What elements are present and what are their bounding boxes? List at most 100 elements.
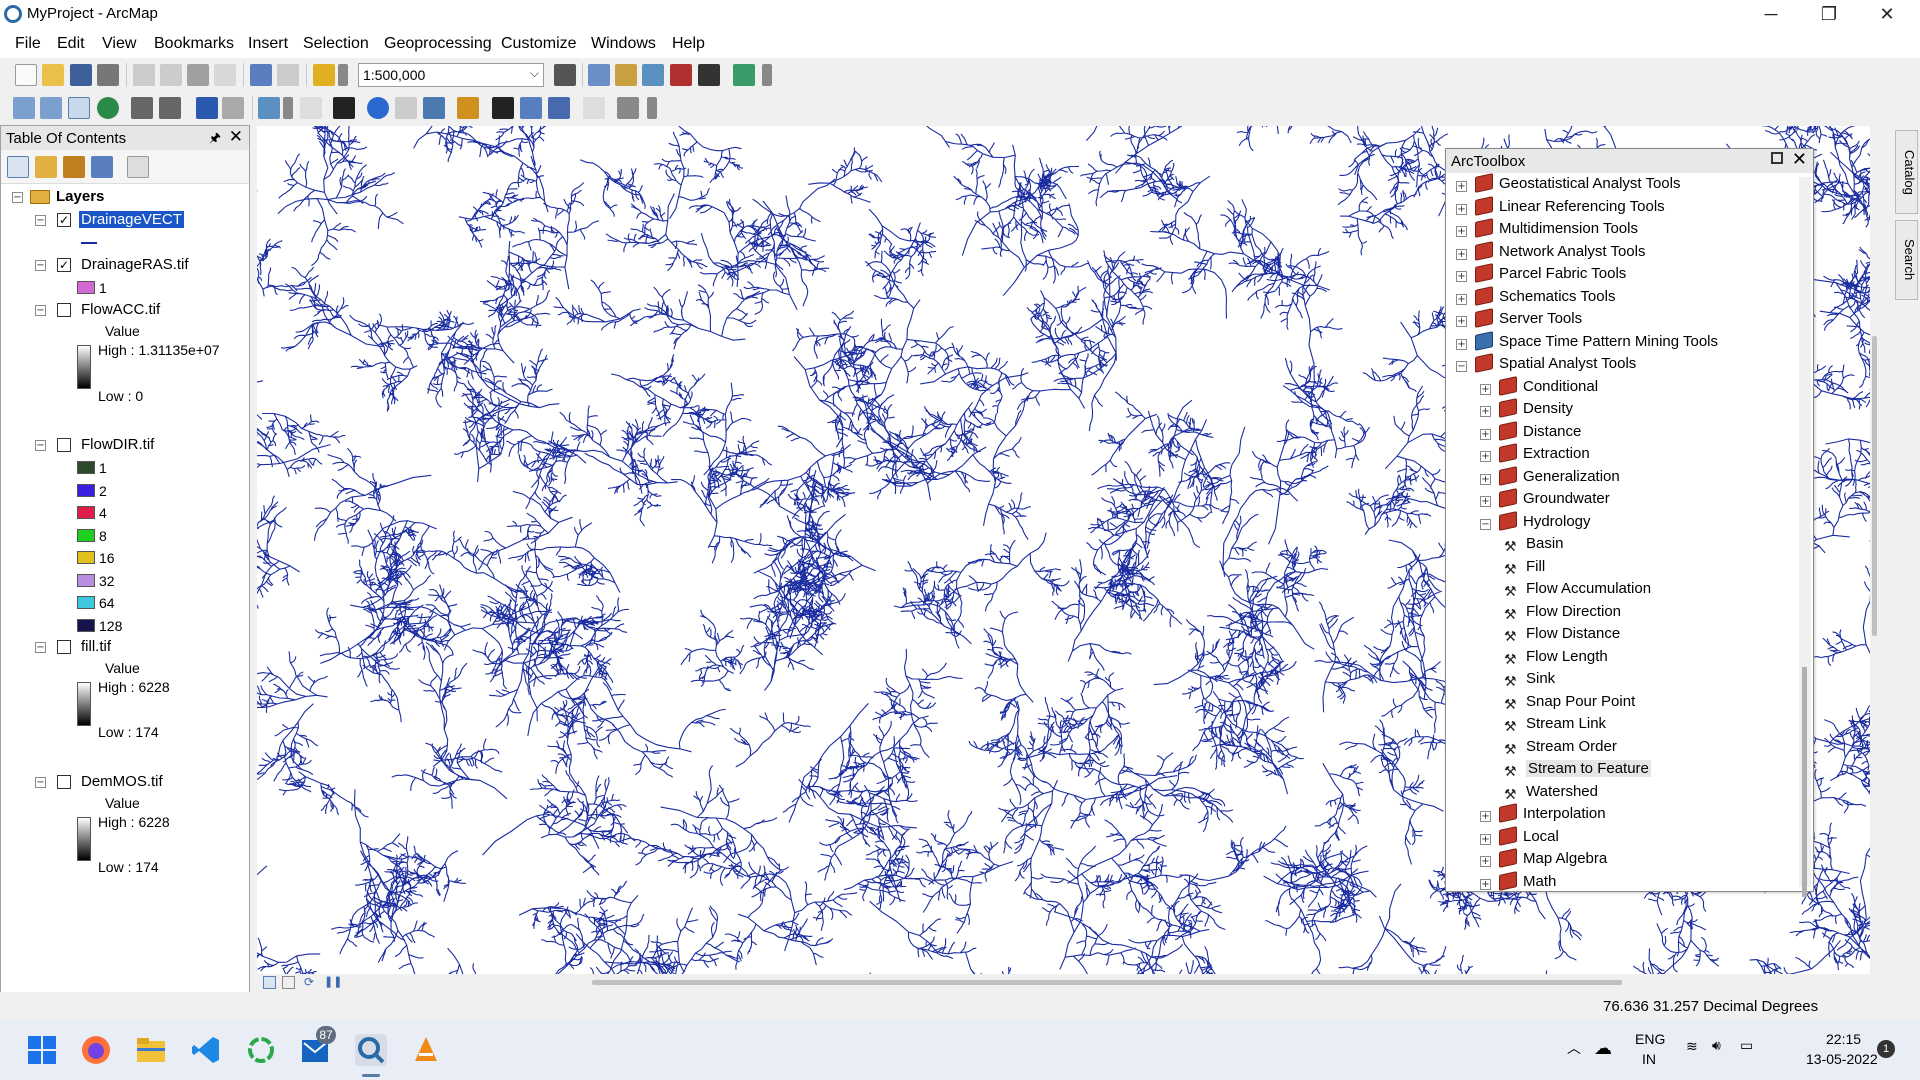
expand-icon[interactable]: + xyxy=(1456,271,1467,282)
collapse-icon[interactable]: − xyxy=(35,215,46,226)
menu-file[interactable]: File xyxy=(15,35,41,52)
cut-icon[interactable] xyxy=(133,64,155,86)
show-hidden-icons-icon[interactable]: ︿ xyxy=(1567,1040,1581,1056)
toolbox-item-geostatistical-analyst-tools[interactable]: + Geostatistical Analyst Tools xyxy=(1456,173,1680,197)
collapse-icon[interactable]: − xyxy=(35,305,46,316)
back-extent-icon[interactable] xyxy=(196,97,218,119)
close-button[interactable]: ✕ xyxy=(1879,4,1895,24)
redo-icon[interactable] xyxy=(277,64,299,86)
class-swatch[interactable] xyxy=(77,506,95,519)
zoom-out-icon[interactable] xyxy=(40,97,62,119)
toolbox-item-conditional[interactable]: + Conditional xyxy=(1480,375,1598,400)
html-popup-icon[interactable] xyxy=(423,97,445,119)
class-swatch[interactable] xyxy=(77,461,95,474)
toolbox-item-flow-direction[interactable]: ⚒ Flow Direction xyxy=(1504,603,1621,625)
paste-icon[interactable] xyxy=(187,64,209,86)
toolbox-item-groundwater[interactable]: + Groundwater xyxy=(1480,488,1610,512)
class-swatch[interactable] xyxy=(77,618,95,632)
copy-icon[interactable] xyxy=(160,64,182,86)
layer-fill[interactable]: fill.tif xyxy=(81,638,111,655)
expand-icon[interactable]: + xyxy=(1480,428,1491,440)
python-window-icon[interactable] xyxy=(698,64,720,86)
app-ring-icon[interactable] xyxy=(245,1034,277,1066)
close-icon[interactable]: ✕ xyxy=(228,127,243,146)
layer-visibility-checkbox[interactable] xyxy=(57,438,71,452)
expand-icon[interactable]: + xyxy=(1480,383,1491,395)
wifi-icon[interactable]: ≋ xyxy=(1686,1038,1698,1054)
battery-icon[interactable]: ▭ xyxy=(1740,1037,1754,1053)
vscode-icon[interactable] xyxy=(190,1034,222,1066)
zoom-in-icon[interactable] xyxy=(13,97,35,119)
expand-icon[interactable]: + xyxy=(1456,181,1467,192)
toolbox-item-snap-pour-point[interactable]: ⚒ Snap Pour Point xyxy=(1504,693,1635,715)
toolbox-item-flow-length[interactable]: ⚒ Flow Length xyxy=(1504,648,1608,670)
pause-drawing-icon[interactable]: ❚❚ xyxy=(324,976,343,988)
menu-geoprocessing[interactable]: Geoprocessing xyxy=(384,35,492,52)
arcmap-taskbar-icon[interactable] xyxy=(355,1034,387,1066)
volume-icon[interactable]: 🔊︎ xyxy=(1712,1037,1721,1053)
menu-windows[interactable]: Windows xyxy=(591,35,656,52)
toolbox-item-extraction[interactable]: + Extraction xyxy=(1480,443,1590,467)
toolbox-item-schematics-tools[interactable]: + Schematics Tools xyxy=(1456,285,1615,310)
toolbox-scrollbar[interactable] xyxy=(1799,177,1811,897)
toolbox-item-interpolation[interactable]: + Interpolation xyxy=(1480,803,1606,827)
toolbox-item-basin[interactable]: ⚒ Basin xyxy=(1504,535,1564,557)
class-swatch[interactable] xyxy=(77,483,95,497)
input-region[interactable]: IN xyxy=(1642,1051,1656,1067)
fixed-zoom-in-icon[interactable] xyxy=(131,97,153,119)
toolbox-item-stream-link[interactable]: ⚒ Stream Link xyxy=(1504,715,1606,737)
layer-demmos[interactable]: DemMOS.tif xyxy=(81,773,163,790)
layer-flowacc[interactable]: FlowACC.tif xyxy=(81,301,161,318)
expand-icon[interactable]: + xyxy=(1480,473,1491,485)
menu-bookmarks[interactable]: Bookmarks xyxy=(154,35,235,52)
print-icon[interactable] xyxy=(97,64,119,86)
clock-date[interactable]: 13-05-2022 xyxy=(1806,1051,1878,1067)
toolbox-item-stream-order[interactable]: ⚒ Stream Order xyxy=(1504,738,1617,760)
layer-flowdir[interactable]: FlowDIR.tif xyxy=(81,436,155,453)
refresh-icon[interactable]: ⟳ xyxy=(304,975,315,989)
toolbox-item-sink[interactable]: ⚒ Sink xyxy=(1504,670,1555,692)
add-data-icon[interactable] xyxy=(313,64,335,86)
toolbox-item-map-algebra[interactable]: + Map Algebra xyxy=(1480,848,1607,872)
toolbox-item-distance[interactable]: + Distance xyxy=(1480,420,1581,445)
menu-selection[interactable]: Selection xyxy=(303,35,369,52)
pan-icon[interactable] xyxy=(68,97,90,119)
layer-visibility-checkbox[interactable] xyxy=(57,303,71,317)
stretch-ramp[interactable] xyxy=(77,345,91,389)
minimize-button[interactable]: ─ xyxy=(1764,4,1778,24)
expand-icon[interactable]: + xyxy=(1480,878,1491,890)
toolbox-item-stream-to-feature[interactable]: ⚒ Stream to Feature xyxy=(1504,760,1651,782)
menu-insert[interactable]: Insert xyxy=(248,35,289,52)
list-by-source-icon[interactable] xyxy=(35,156,57,178)
toolbox-item-multidimension-tools[interactable]: + Multidimension Tools xyxy=(1456,218,1638,242)
list-by-drawing-order-icon[interactable] xyxy=(7,156,29,178)
select-elements-icon[interactable] xyxy=(333,97,355,119)
pin-icon[interactable]: 🖈 xyxy=(208,130,221,145)
toolbar-options-icon[interactable] xyxy=(762,64,772,86)
vertical-scrollbar[interactable] xyxy=(1870,126,1880,974)
full-extent-icon[interactable] xyxy=(97,97,119,119)
toc-options-icon[interactable] xyxy=(127,156,149,178)
save-icon[interactable] xyxy=(70,64,92,86)
layer-visibility-checkbox[interactable] xyxy=(57,775,71,789)
expand-icon[interactable]: + xyxy=(1456,248,1467,260)
catalog-tab[interactable]: Catalog xyxy=(1895,130,1918,214)
collapse-icon[interactable]: − xyxy=(35,440,46,451)
measure-icon[interactable] xyxy=(457,97,479,119)
file-explorer-icon[interactable] xyxy=(135,1034,167,1066)
collapse-icon[interactable]: − xyxy=(12,192,23,203)
go-to-xy-icon[interactable] xyxy=(548,97,570,119)
layer-drainagevect[interactable]: DrainageVECT xyxy=(79,211,184,228)
find-icon[interactable] xyxy=(492,97,514,119)
layer-visibility-checkbox[interactable]: ✓ xyxy=(57,258,71,272)
toolbox-item-spatial-analyst-tools[interactable]: − Spatial Analyst Tools xyxy=(1456,353,1636,377)
toolbox-item-hydrology[interactable]: − Hydrology xyxy=(1480,510,1591,535)
toolbox-item-local[interactable]: + Local xyxy=(1480,825,1559,850)
expand-icon[interactable]: + xyxy=(1480,811,1491,822)
toolbox-item-parcel-fabric-tools[interactable]: + Parcel Fabric Tools xyxy=(1456,263,1626,287)
layer-visibility-checkbox[interactable]: ✓ xyxy=(57,213,71,227)
fixed-zoom-out-icon[interactable] xyxy=(159,97,181,119)
class-swatch[interactable] xyxy=(77,528,95,542)
select-features-icon[interactable] xyxy=(258,97,280,119)
collapse-icon[interactable]: − xyxy=(1480,518,1491,530)
